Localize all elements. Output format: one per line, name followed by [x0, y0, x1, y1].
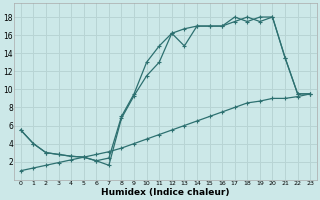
X-axis label: Humidex (Indice chaleur): Humidex (Indice chaleur)	[101, 188, 230, 197]
